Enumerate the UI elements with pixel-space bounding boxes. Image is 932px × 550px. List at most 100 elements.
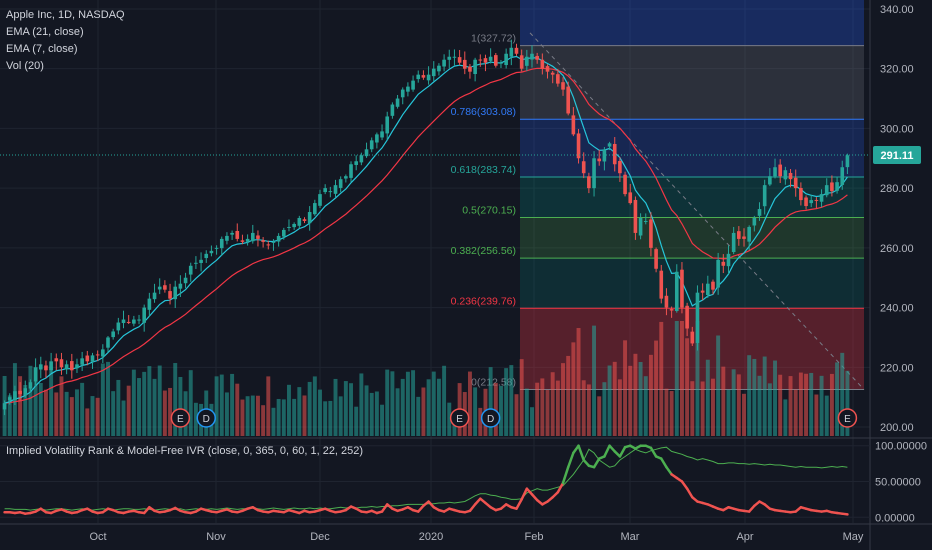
candle-body xyxy=(700,290,705,293)
candle-body xyxy=(587,176,591,189)
volume-bar xyxy=(426,379,431,436)
candle-body xyxy=(142,307,147,323)
candle-body xyxy=(550,72,555,75)
candle-body xyxy=(581,161,586,174)
candle-body xyxy=(338,179,343,188)
volume-bar xyxy=(142,371,147,436)
volume-bars xyxy=(2,321,850,436)
candle-body xyxy=(597,158,602,162)
volume-bar xyxy=(400,378,405,436)
fib-zone xyxy=(520,258,864,309)
volume-bar xyxy=(359,373,364,436)
time-axis-label: Mar xyxy=(621,531,640,543)
fib-zone-top xyxy=(520,0,864,46)
volume-bar xyxy=(690,381,695,436)
volume-bar xyxy=(586,384,591,436)
candle-body xyxy=(380,131,384,138)
volume-bar xyxy=(147,366,152,436)
volume-bar xyxy=(318,389,322,436)
volume-bar xyxy=(219,374,224,436)
candle-body xyxy=(447,56,452,60)
fib-zone xyxy=(520,45,864,120)
volume-bar xyxy=(576,328,581,436)
candle-body xyxy=(690,331,695,344)
candle-body xyxy=(219,238,224,249)
volume-bar xyxy=(793,389,798,436)
candle-body xyxy=(147,298,152,310)
candle-body xyxy=(116,322,121,331)
candle-body xyxy=(54,358,59,362)
volume-bar xyxy=(726,389,731,436)
candle-body xyxy=(452,56,457,58)
candle-body xyxy=(90,355,95,362)
candle-body xyxy=(281,229,286,237)
indicator-volume: Vol (20) xyxy=(6,60,44,72)
volume-bar xyxy=(540,378,545,436)
volume-bar xyxy=(69,397,74,436)
candle-body xyxy=(814,199,819,201)
candle-body xyxy=(757,209,762,216)
price-axis-label: 280.00 xyxy=(880,183,914,195)
candle-body xyxy=(576,133,581,159)
earnings-marker xyxy=(170,408,191,428)
candle-body xyxy=(742,236,746,239)
volume-bar xyxy=(814,394,819,436)
candle-body xyxy=(804,197,808,207)
candle-body xyxy=(400,89,405,98)
volume-bar xyxy=(602,382,607,436)
fib-trend-line xyxy=(529,32,865,390)
volume-bar xyxy=(638,362,643,436)
candle-body xyxy=(323,188,327,193)
candle-body xyxy=(685,305,689,329)
mfivr-segment xyxy=(556,481,565,494)
volume-bar xyxy=(742,393,746,436)
volume-bar xyxy=(685,338,690,436)
candle-body xyxy=(664,295,669,308)
candle-body xyxy=(638,218,643,236)
volume-bar xyxy=(561,363,565,436)
candle-body xyxy=(793,177,798,189)
volume-bar xyxy=(235,383,240,436)
volume-bar xyxy=(116,379,121,436)
candle-body xyxy=(623,174,627,195)
volume-bar xyxy=(338,396,343,436)
volume-bar xyxy=(705,359,710,436)
candle-body xyxy=(809,200,814,204)
candle-body xyxy=(824,185,829,196)
candle-body xyxy=(64,364,69,370)
event-label: E xyxy=(456,414,463,425)
candle-body xyxy=(468,66,472,72)
volume-bar xyxy=(121,400,126,436)
fib-zone xyxy=(520,176,864,218)
volume-bar xyxy=(592,325,597,436)
mfivr-segment xyxy=(525,487,534,496)
fib-level-label: 0.618(283.74) xyxy=(451,164,516,176)
volume-bar xyxy=(447,402,452,436)
candle-body xyxy=(416,74,421,80)
mfivr-segment xyxy=(515,498,523,510)
mfivr-segment xyxy=(468,503,477,513)
volume-bar xyxy=(49,366,54,436)
volume-bar xyxy=(38,382,43,436)
candle-body xyxy=(276,235,281,242)
candle-body xyxy=(44,365,48,371)
oscillator-title: Implied Volatility Rank & Model-Free IVR… xyxy=(6,445,364,457)
candle-body xyxy=(535,55,539,60)
volume-bar xyxy=(421,387,426,436)
mfivr-segment xyxy=(747,504,756,513)
candle-body xyxy=(840,167,845,185)
candle-body xyxy=(38,364,43,370)
candle-body xyxy=(390,104,395,116)
candle-body xyxy=(359,155,364,163)
candle-body xyxy=(313,203,317,215)
volume-bar xyxy=(33,367,38,436)
volume-bar xyxy=(276,398,281,436)
volume-bar xyxy=(597,396,602,436)
candle-body xyxy=(266,244,271,246)
candle-body xyxy=(649,219,653,248)
candle-body xyxy=(835,182,839,191)
volume-bar xyxy=(193,402,198,436)
candle-body xyxy=(349,164,353,178)
volume-bar xyxy=(767,383,772,436)
volume-bar xyxy=(571,342,576,436)
